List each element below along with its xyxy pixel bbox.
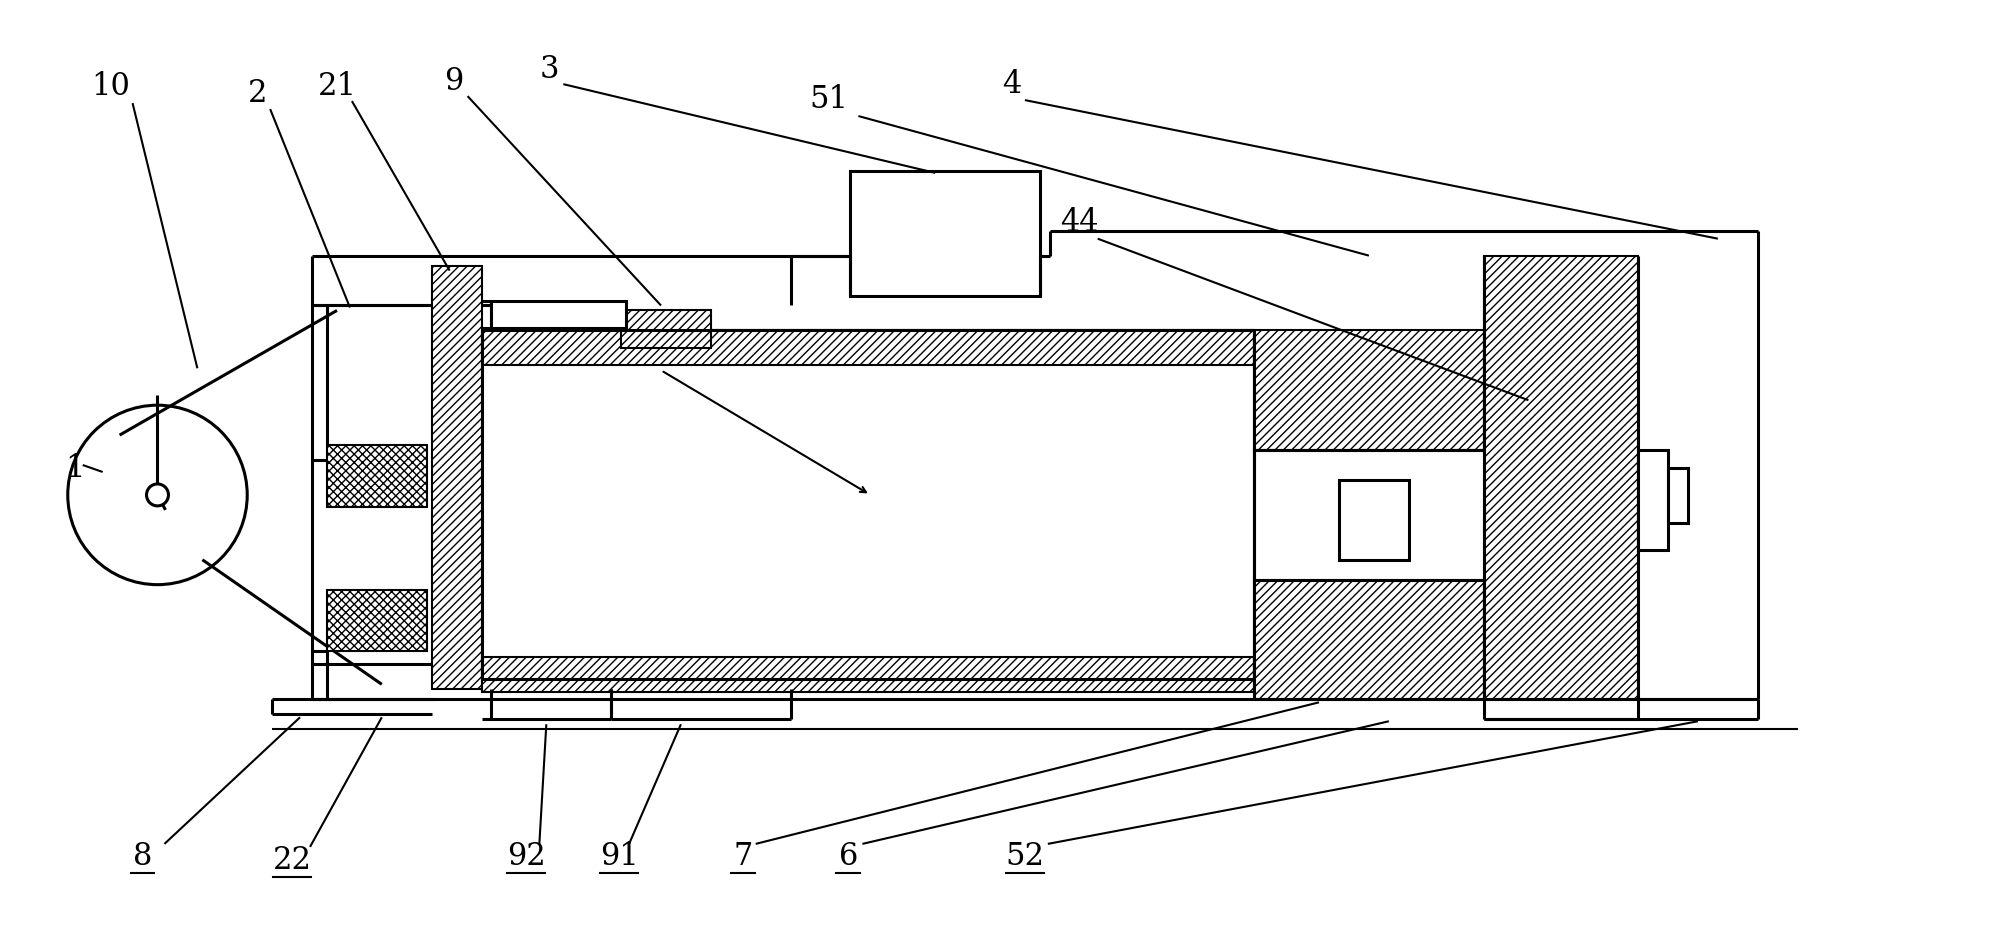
- Text: 4: 4: [1001, 68, 1021, 99]
- Text: 52: 52: [1005, 841, 1045, 872]
- Bar: [482, 330, 1254, 365]
- Text: 22: 22: [273, 845, 311, 876]
- Bar: [1483, 256, 1639, 700]
- Bar: [850, 171, 1039, 295]
- Text: 44: 44: [1061, 207, 1099, 238]
- Text: 3: 3: [540, 53, 559, 84]
- Bar: [1254, 580, 1483, 700]
- Bar: [432, 265, 482, 689]
- Circle shape: [68, 405, 247, 584]
- Text: 1: 1: [66, 452, 84, 483]
- Text: 9: 9: [444, 66, 464, 97]
- Text: 7: 7: [733, 841, 753, 872]
- Text: 91: 91: [599, 841, 639, 872]
- Text: 6: 6: [838, 841, 858, 872]
- Bar: [327, 590, 426, 652]
- Bar: [1254, 450, 1483, 580]
- Bar: [1254, 330, 1483, 450]
- Text: 92: 92: [508, 841, 546, 872]
- Circle shape: [147, 484, 169, 506]
- Text: 2: 2: [247, 78, 267, 109]
- Text: 8: 8: [133, 841, 151, 872]
- Bar: [327, 445, 426, 507]
- Bar: [492, 300, 625, 328]
- Text: 10: 10: [92, 70, 129, 101]
- Bar: [1340, 480, 1410, 560]
- Bar: [1668, 468, 1688, 522]
- Text: 21: 21: [317, 70, 356, 101]
- Bar: [482, 658, 1254, 692]
- Text: 51: 51: [808, 83, 848, 114]
- Bar: [1639, 450, 1668, 550]
- Bar: [621, 310, 711, 348]
